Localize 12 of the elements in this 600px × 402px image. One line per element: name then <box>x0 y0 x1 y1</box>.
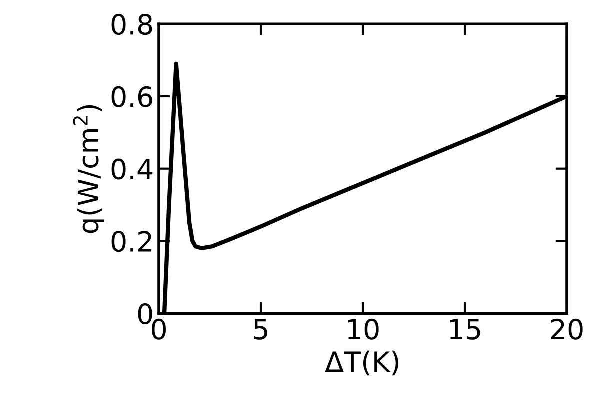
y-tick-label: 0.4 <box>112 158 153 180</box>
x-tick-label: 15 <box>450 319 480 340</box>
x-tick-label: 20 <box>551 318 583 340</box>
y-tick-label: 0.6 <box>112 86 152 108</box>
y-tick-label: 0.8 <box>112 14 152 36</box>
y-tick-label: 0 <box>138 303 152 325</box>
y-tick-label: 0.2 <box>112 231 152 252</box>
x-tick-label: 0 <box>152 318 166 340</box>
y-axis-title: q(W/cm$^{2}$) <box>73 105 104 234</box>
x-axis-title: ΔT(K) <box>325 350 399 376</box>
x-tick-label: 10 <box>348 318 379 340</box>
x-tick-label: 5 <box>254 319 268 340</box>
